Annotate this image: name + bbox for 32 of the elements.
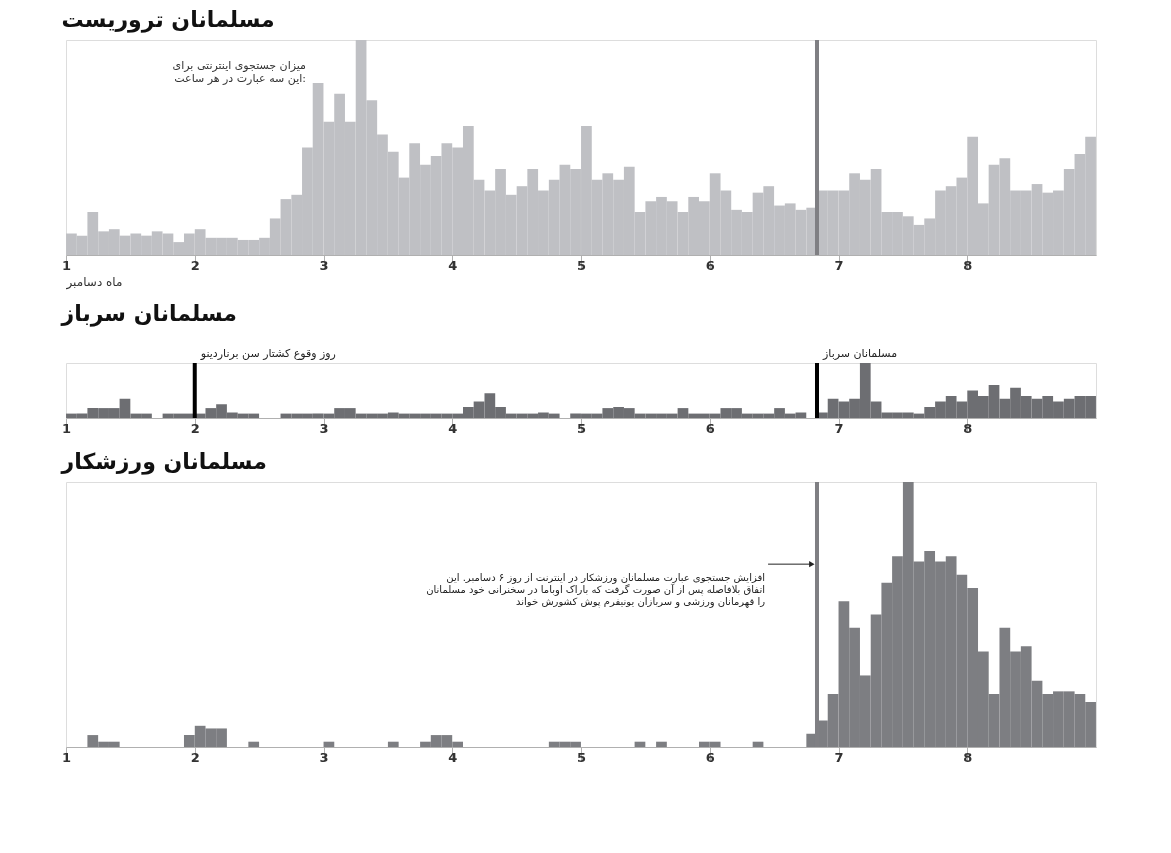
x-tick-label: 5	[576, 749, 587, 765]
x-tick-label: 5	[576, 420, 587, 436]
x-tick-label: 8	[963, 257, 973, 273]
x-tick-label: 4	[448, 257, 458, 273]
x-tick-label: 8	[963, 420, 973, 436]
x-tick-label: 8	[963, 749, 973, 765]
x-tick-label: 3	[319, 257, 329, 273]
x-tick-label: 1	[61, 257, 72, 273]
x-tick-label: 2	[190, 257, 200, 273]
x-tick-label: 6	[705, 257, 715, 273]
x-tick-label: 3	[319, 420, 329, 436]
x-axis-title: ماه دسامبر	[65, 274, 123, 290]
x-tick-label: 1	[61, 420, 72, 436]
chart-title: مسلمانان تروریست	[61, 7, 275, 33]
x-tick-label: 5	[576, 257, 587, 273]
x-tick-label: 2	[190, 420, 200, 436]
x-tick-label: 2	[190, 749, 200, 765]
ref-line-label: مسلمانان سرباز	[822, 347, 898, 360]
annotation: افزایش جستجوی عبارت مسلمانان ورزشکار در اینترنت از روز ۶ دسامبر. این اتفاق بلافاصله پس از آن صورت گرفت که باراک اوباما در سخنرانی خود مسلمانان را قهرمانان ورزشی و سربازان یونیفرم پوش کشورش خواند	[426, 572, 766, 609]
x-tick-label: 6	[705, 749, 715, 765]
x-tick-label: 4	[448, 420, 458, 436]
x-tick-label: 7	[834, 420, 844, 436]
x-tick-label: 3	[319, 749, 329, 765]
ref-line-label: روز وقوع کشتار سن برناردینو	[199, 347, 336, 360]
annotation: میزان جستجوی اینترنتی برای این سه عبارت در هر ساعت:	[172, 59, 307, 85]
x-tick-label: 7	[834, 257, 844, 273]
chart-title: مسلمانان سرباز	[60, 301, 237, 327]
x-tick-label: 4	[448, 749, 458, 765]
chart-title: مسلمانان ورزشکار	[60, 449, 267, 475]
x-tick-label: 1	[61, 749, 72, 765]
x-tick-label: 7	[834, 749, 844, 765]
x-tick-label: 6	[705, 420, 715, 436]
